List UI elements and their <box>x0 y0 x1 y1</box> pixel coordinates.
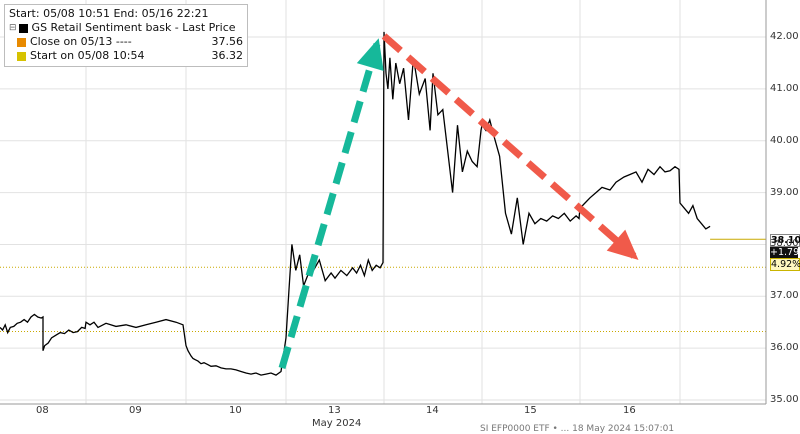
legend-close-label: Close on 05/13 ---- <box>30 35 132 48</box>
legend-header: Start: 05/08 10:51 End: 05/16 22:21 <box>9 7 209 20</box>
y-tick-label: 35.00 <box>770 394 799 405</box>
x-month-label: May 2024 <box>312 418 362 429</box>
x-tick-label: 15 <box>524 405 537 416</box>
x-tick-label: 08 <box>36 405 49 416</box>
change-pct-tag: 4.92% <box>770 258 800 271</box>
collapse-toggle-icon[interactable]: ⊟ <box>9 23 17 33</box>
fall-arrow-head <box>606 229 639 260</box>
series-swatch <box>18 23 28 33</box>
price-line <box>0 31 711 376</box>
x-tick-label: 09 <box>129 405 142 416</box>
y-tick-label: 39.00 <box>770 186 799 198</box>
x-tick-label: 14 <box>426 405 439 416</box>
y-tick-label: 41.00 <box>770 82 799 94</box>
footer-text: SI EFP0000 ETF • ... 18 May 2024 15:07:0… <box>480 424 675 434</box>
legend-start-label: Start on 05/08 10:54 <box>30 49 145 62</box>
y-tick-label: 38.00 <box>770 238 799 250</box>
legend: Start: 05/08 10:51 End: 05/16 22:21 ⊟ GS… <box>4 4 248 67</box>
legend-series-label: GS Retail Sentiment bask - Last Price <box>31 21 236 34</box>
y-tick-label: 36.00 <box>770 342 799 354</box>
fall-arrow-shaft <box>381 33 637 259</box>
y-tick-label: 37.00 <box>770 290 799 302</box>
y-tick-label: 40.00 <box>770 134 799 146</box>
start-swatch <box>17 51 26 61</box>
close-swatch <box>17 37 26 47</box>
rise-arrow-head <box>356 38 384 71</box>
x-tick-label: 16 <box>623 405 636 416</box>
rise-arrow-shaft <box>278 43 381 369</box>
x-tick-label: 13 <box>328 405 341 416</box>
legend-close-value: 37.56 <box>211 35 244 48</box>
x-tick-label: 10 <box>229 405 242 416</box>
y-tick-label: 42.00 <box>770 31 799 43</box>
legend-start-value: 36.32 <box>211 49 244 62</box>
change-tag: +1.79 <box>770 247 800 258</box>
